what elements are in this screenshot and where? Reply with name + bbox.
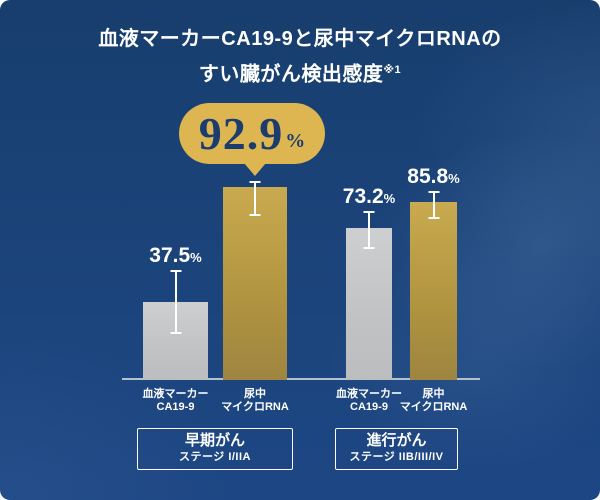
title-line2: すい臓がん検出感度 [198, 63, 384, 86]
bar-value-label: 73.2% [342, 184, 396, 208]
error-bar [368, 210, 370, 249]
group-box-early-cancer: 早期がん ステージ I/IIA [137, 428, 293, 470]
x-axis-baseline [122, 378, 480, 380]
axis-category-label: 尿中 マイクロRNA [399, 388, 468, 413]
error-bar [254, 181, 256, 217]
callout-unit: % [285, 130, 306, 152]
bar-value-label: 37.5% [149, 244, 202, 268]
callout-value: 92.9 [198, 108, 284, 159]
bar-early-microrna [223, 187, 287, 380]
axis-category-label: 尿中 マイクロRNA [221, 388, 289, 413]
group-box-advanced-cancer: 進行がん ステージ IIB/III/IV [335, 428, 458, 470]
group-label: 進行がん [366, 432, 427, 449]
error-bar [432, 190, 435, 219]
axis-category-label: 血液マーカー CA19-9 [336, 388, 402, 413]
axis-category-label: 血液マーカー CA19-9 [142, 388, 209, 413]
group-sublabel: ステージ I/IIA [178, 451, 251, 463]
error-bar [174, 270, 177, 335]
group-sublabel: ステージ IIB/III/IV [349, 451, 444, 463]
bar-advanced-microrna [410, 201, 457, 380]
bar-value-label: 85.8% [407, 164, 460, 188]
highlight-callout-bubble: 92.9% [179, 103, 325, 164]
group-label: 早期がん [184, 432, 245, 449]
bar-advanced-ca19-9 [346, 227, 392, 380]
footnote-marker: ※1 [383, 64, 402, 76]
page-title: 血液マーカーCA19-9と尿中マイクロRNAの すい臓がん検出感度※1 [0, 24, 600, 91]
title-line1: 血液マーカーCA19-9と尿中マイクロRNAの [98, 28, 502, 50]
